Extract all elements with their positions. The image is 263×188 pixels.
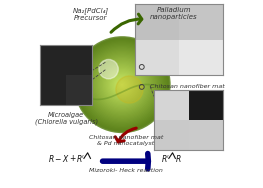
- Circle shape: [81, 43, 163, 126]
- Circle shape: [110, 73, 134, 97]
- Circle shape: [80, 42, 165, 127]
- Circle shape: [97, 59, 148, 110]
- Text: Chitosan nanofiber mat: Chitosan nanofiber mat: [150, 84, 225, 89]
- Circle shape: [111, 74, 133, 96]
- Circle shape: [93, 56, 151, 114]
- Text: Palladium
nanoparticles: Palladium nanoparticles: [150, 7, 198, 20]
- Circle shape: [120, 82, 125, 87]
- Circle shape: [95, 58, 149, 111]
- Circle shape: [116, 79, 128, 91]
- Circle shape: [76, 39, 168, 131]
- Circle shape: [74, 36, 171, 133]
- Circle shape: [88, 51, 156, 119]
- Text: $R-X$: $R-X$: [48, 153, 69, 164]
- Text: $R$: $R$: [175, 153, 182, 164]
- Circle shape: [103, 65, 141, 104]
- Circle shape: [105, 68, 139, 102]
- Circle shape: [121, 83, 123, 86]
- Circle shape: [116, 76, 143, 103]
- Circle shape: [82, 45, 162, 125]
- Circle shape: [109, 71, 135, 98]
- Circle shape: [94, 57, 150, 113]
- Circle shape: [86, 48, 159, 121]
- Text: $+$: $+$: [69, 153, 77, 163]
- Circle shape: [99, 62, 145, 108]
- Circle shape: [89, 52, 155, 118]
- Circle shape: [100, 63, 144, 107]
- Circle shape: [78, 41, 166, 128]
- Circle shape: [83, 46, 161, 124]
- Circle shape: [114, 76, 131, 93]
- Circle shape: [92, 54, 153, 115]
- Text: $R'$: $R'$: [77, 153, 86, 164]
- Circle shape: [108, 70, 137, 99]
- Text: Chitosan nanofiber mat
& Pd nanocatalyst: Chitosan nanofiber mat & Pd nanocatalyst: [89, 135, 163, 146]
- Circle shape: [87, 49, 157, 120]
- Circle shape: [99, 59, 118, 79]
- Circle shape: [119, 81, 126, 88]
- Text: $R'$: $R'$: [161, 153, 171, 164]
- Circle shape: [104, 67, 140, 103]
- Circle shape: [91, 53, 154, 116]
- Circle shape: [98, 60, 146, 109]
- Circle shape: [115, 77, 129, 92]
- Circle shape: [85, 47, 160, 122]
- Circle shape: [75, 37, 169, 132]
- Circle shape: [102, 64, 143, 105]
- Circle shape: [113, 75, 132, 94]
- Circle shape: [107, 69, 138, 100]
- Text: Mizoroki- Heck reaction: Mizoroki- Heck reaction: [89, 168, 163, 173]
- Text: Na₂[PdCl₄]
Precursor: Na₂[PdCl₄] Precursor: [72, 7, 109, 21]
- Circle shape: [77, 40, 167, 130]
- Circle shape: [117, 80, 127, 89]
- Text: Microalgae
(Chlorella vulgaris): Microalgae (Chlorella vulgaris): [35, 111, 98, 125]
